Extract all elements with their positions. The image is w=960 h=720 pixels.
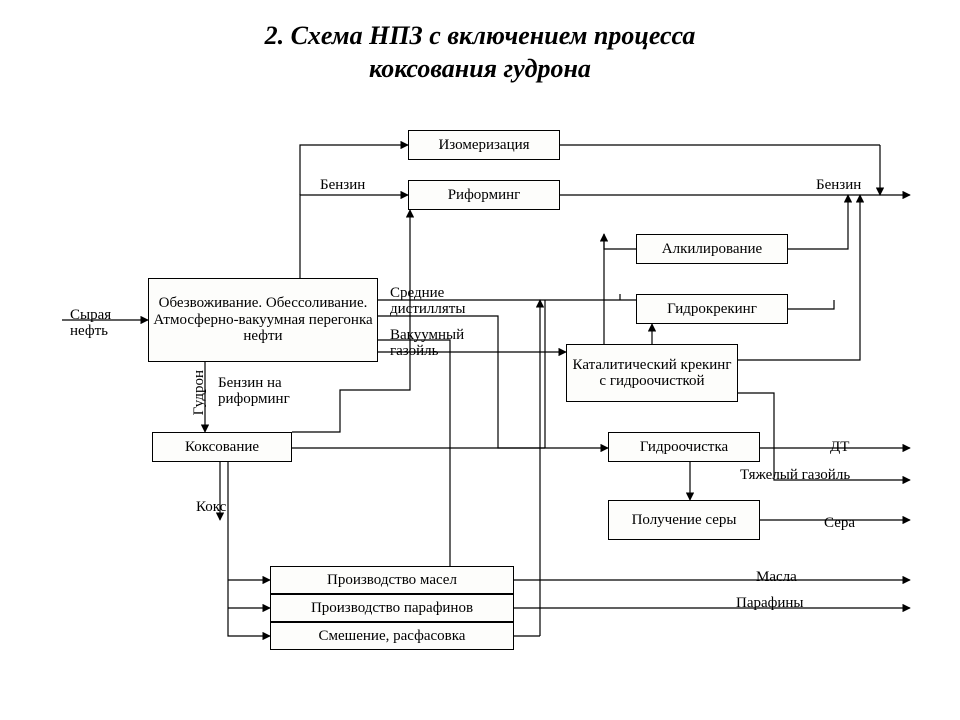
label-seraout: Сера (824, 516, 855, 532)
label-neft: Сыраянефть (70, 308, 111, 340)
label-koksout: Кокс (196, 500, 226, 516)
edge-1 (300, 195, 408, 278)
node-avt: Обезвоживание. Обессоливание. Атмосферно… (148, 278, 378, 362)
label-benzin1: Бензин (320, 178, 365, 194)
label-tgazoil: Тяжелый газойль (740, 468, 850, 484)
node-smesh: Смешение, расфасовка (270, 622, 514, 650)
label-benzrif: Бензин нариформинг (218, 376, 290, 408)
node-alkil: Алкилирование (636, 234, 788, 264)
node-izomer: Изомеризация (408, 130, 560, 160)
node-gidrokr: Гидрокрекинг (636, 294, 788, 324)
label-maslaout: Масла (756, 570, 797, 586)
label-vakgas: Вакуумныйгазойль (390, 328, 464, 360)
node-masla: Производство масел (270, 566, 514, 594)
node-koks: Коксование (152, 432, 292, 462)
node-riform: Риформинг (408, 180, 560, 210)
label-benzin2: Бензин (816, 178, 861, 194)
node-parafin: Производство парафинов (270, 594, 514, 622)
label-parafout: Парафины (736, 596, 804, 612)
edge-6 (788, 195, 848, 249)
edge-19 (738, 195, 860, 360)
label-sred: Средниедистилляты (390, 286, 465, 318)
edge-11 (788, 300, 834, 309)
edge-14 (378, 340, 514, 580)
label-dt: ДТ (830, 440, 849, 456)
edge-24 (228, 462, 270, 636)
node-katkrek: Каталитический крекинг с гидроочисткой (566, 344, 738, 402)
node-sera: Получение серы (608, 500, 760, 540)
node-gidroch: Гидроочистка (608, 432, 760, 462)
label-gudron: Гудрон (192, 370, 207, 415)
edge-7 (604, 234, 636, 249)
